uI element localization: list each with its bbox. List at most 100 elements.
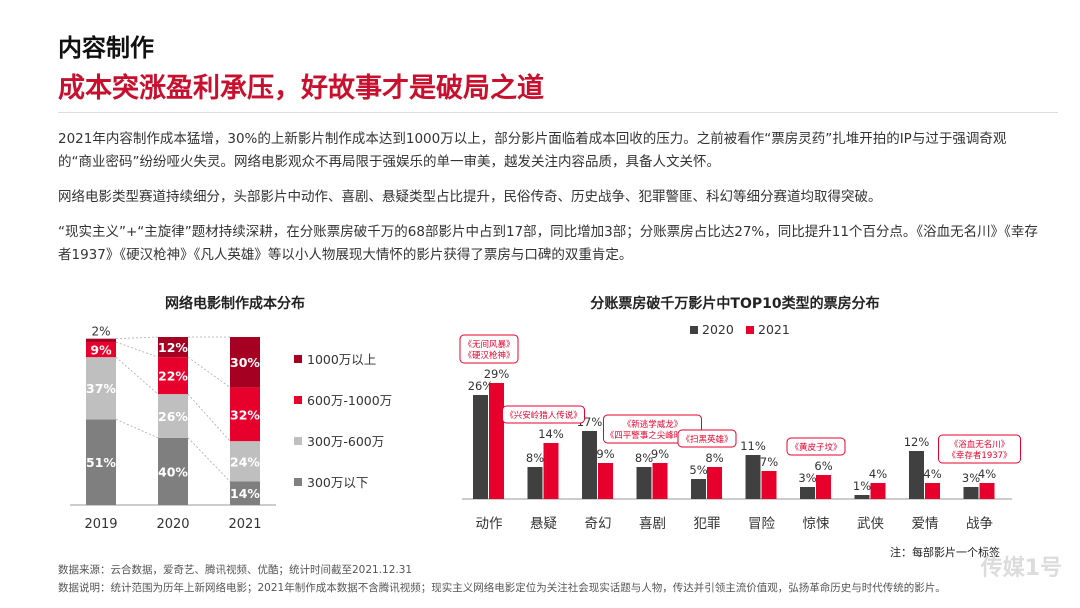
chart1-legend-label: 1000万以上 xyxy=(307,352,376,367)
chart2-bar xyxy=(652,463,668,499)
chart2-x-tick-label: 犯罪 xyxy=(694,516,721,532)
chart2-bar xyxy=(745,455,761,499)
chart1-bar-segment xyxy=(158,357,188,395)
chart1-data-label: 2% xyxy=(91,325,110,339)
chart2-legend-label: 2020 xyxy=(702,322,734,337)
chart2-annotation-box xyxy=(677,429,737,448)
chart2-data-label: 9% xyxy=(651,447,669,461)
chart1-data-label: 40% xyxy=(158,464,188,479)
chart1-legend-swatch xyxy=(294,437,302,445)
chart1-legend-label: 300万以下 xyxy=(307,475,368,490)
chart1-connector xyxy=(187,356,231,388)
chart1-legend-swatch xyxy=(294,355,302,363)
chart2-data-label: 9% xyxy=(596,447,614,461)
chart1-bar-segment xyxy=(158,337,188,358)
chart1-bar-segment xyxy=(86,338,116,343)
watermark: 传媒1号 xyxy=(980,556,1062,581)
chart1-data-label: 51% xyxy=(86,455,116,470)
chart1-data-label: 14% xyxy=(230,486,260,501)
chart2-x-tick-label: 爱情 xyxy=(912,516,939,532)
chart1-bar-segment xyxy=(230,337,260,388)
chart1-data-label: 22% xyxy=(158,369,188,384)
chart2-bar xyxy=(925,483,940,499)
chart2-x-tick-label: 战争 xyxy=(966,516,993,532)
chart2-bar xyxy=(909,451,924,499)
chart2-bar xyxy=(800,487,815,499)
chart2-annotation-text: 《新逃学威龙》 xyxy=(623,419,683,430)
chart2-annotation-text: 《幸存者1937》 xyxy=(947,450,1011,461)
chart1-legend-swatch xyxy=(294,396,302,404)
chart2-legend-label: 2021 xyxy=(758,322,790,337)
chart2-data-label: 5% xyxy=(689,463,707,477)
chart1-data-label: 32% xyxy=(230,407,260,422)
chart1-bar-segment xyxy=(230,481,260,505)
chart2-bar xyxy=(473,395,488,499)
chart2-annotation-box xyxy=(502,405,585,424)
chart2-annotation-text: 《黄皮子坟》 xyxy=(790,442,841,453)
footer-explanation: 数据说明：统计范围为历年上新网络电影；2021年制作成本数据不含腾讯视频；现实主… xyxy=(58,582,946,594)
chart2-legend-swatch xyxy=(746,326,754,334)
chart1-bar-segment xyxy=(86,342,116,358)
chart2-annotation-text: 《四平警事之尖峰时刻》 xyxy=(606,430,700,441)
chart2-data-label: 29% xyxy=(484,367,510,381)
chart2-annotation-text: 《扫黑英雄》 xyxy=(681,434,732,445)
chart2-bar xyxy=(598,463,613,499)
chart1-bar-segment xyxy=(158,394,188,438)
chart1-connector xyxy=(115,356,159,395)
chart1-bar-segment xyxy=(230,441,260,482)
chart2-bar xyxy=(761,471,777,499)
chart1-title: 网络电影制作成本分布 xyxy=(165,295,305,312)
chart1-data-label: 26% xyxy=(158,409,188,424)
chart2-annotation-box xyxy=(938,434,1021,464)
chart2-data-label: 12% xyxy=(904,435,930,449)
chart1-data-label: 12% xyxy=(158,340,188,355)
chart2-annotation-box xyxy=(603,414,702,444)
chart2-data-label: 3% xyxy=(798,471,816,485)
chart2-bar xyxy=(854,495,870,499)
chart2-data-label: 14% xyxy=(538,427,564,441)
chart1-x-tick-label: 2020 xyxy=(156,517,189,532)
chart2-bar xyxy=(963,487,979,499)
chart1-legend-label: 600万-1000万 xyxy=(307,393,392,408)
chart2-bar xyxy=(543,443,559,499)
chart2-x-tick-label: 冒险 xyxy=(748,516,776,532)
chart2-x-tick-label: 喜剧 xyxy=(639,516,666,532)
chart2-data-label: 4% xyxy=(869,467,887,481)
chart1-data-label: 9% xyxy=(90,343,112,358)
chart1-bar-segment xyxy=(158,437,188,505)
chart2-title: 分账票房破千万影片中TOP10类型的票房分布 xyxy=(590,295,879,312)
chart1-connector xyxy=(115,336,159,340)
chart2-x-tick-label: 奇幻 xyxy=(585,515,612,532)
chart2-data-label: 1% xyxy=(853,479,871,493)
chart2-data-label: 26% xyxy=(468,379,494,393)
chart2-x-tick-label: 动作 xyxy=(476,516,503,532)
paragraph-genre: 网络电影类型赛道持续细分，头部影片中动作、喜剧、悬疑类型占比提升，民俗传奇、历史… xyxy=(58,189,882,205)
chart2-data-label: 7% xyxy=(760,455,778,469)
chart1-connector xyxy=(115,341,159,358)
chart2-data-label: 3% xyxy=(962,471,980,485)
chart2-annotation-text: 《浴血无名川》 xyxy=(950,439,1010,450)
chart2-annotation-text: 《硬汉枪神》 xyxy=(463,350,514,361)
chart1-x-tick-label: 2019 xyxy=(84,517,117,532)
chart1-bar-segment xyxy=(86,357,116,420)
chart2-bar xyxy=(979,483,995,499)
chart2-data-label: 4% xyxy=(923,467,941,481)
chart2-legend-swatch xyxy=(690,326,698,334)
chart1-data-label: 37% xyxy=(86,381,116,396)
chart1-data-label: 30% xyxy=(230,355,260,370)
chart2-data-label: 4% xyxy=(978,467,996,481)
chart1-bar-segment xyxy=(86,419,116,505)
chart1-bar-segment xyxy=(230,387,260,442)
chart2-bar xyxy=(489,383,504,499)
chart2-annotation-box xyxy=(786,437,846,456)
section-title: 内容制作 xyxy=(58,34,154,62)
chart2-bar xyxy=(527,467,543,499)
chart1-x-tick-label: 2021 xyxy=(228,517,261,532)
chart1-legend-swatch xyxy=(294,478,302,486)
chart2-x-tick-label: 惊悚 xyxy=(803,516,831,532)
chart2-data-label: 6% xyxy=(814,459,832,473)
chart2-annotation-box xyxy=(459,334,519,364)
chart1-connector xyxy=(187,437,231,482)
paragraph-realism: “现实主义”+“主旋律”题材持续深耕，在分账票房破千万的68部影片中占到17部，… xyxy=(58,224,1038,263)
